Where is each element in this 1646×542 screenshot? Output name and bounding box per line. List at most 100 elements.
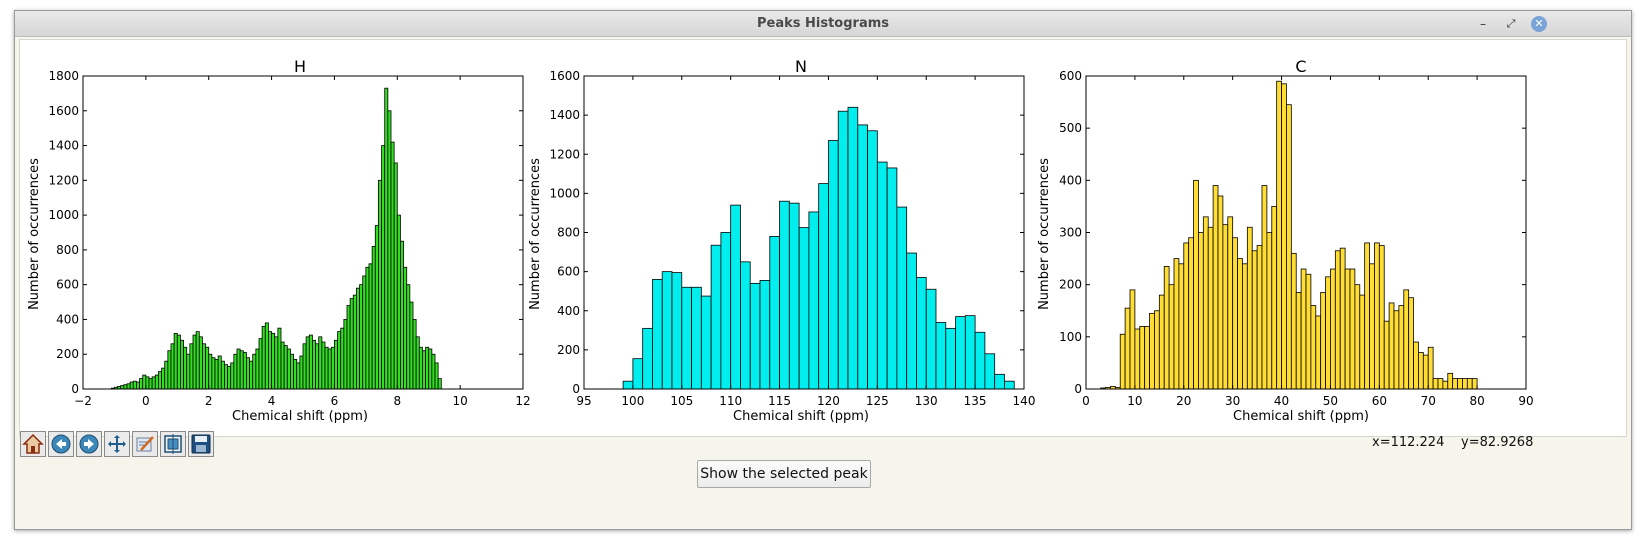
x-tick-label: 8 bbox=[393, 394, 401, 408]
y-tick-label: 1400 bbox=[549, 108, 580, 122]
histogram-bar bbox=[359, 284, 364, 390]
histogram-bar bbox=[390, 141, 395, 390]
histogram-bar bbox=[1202, 216, 1209, 390]
histogram-bar bbox=[1305, 273, 1312, 390]
histogram-bar bbox=[264, 322, 269, 390]
close-icon[interactable]: ✕ bbox=[1531, 16, 1547, 32]
histogram-bar bbox=[205, 346, 210, 390]
histogram-bar bbox=[214, 359, 219, 390]
histogram-bar bbox=[955, 316, 966, 390]
histogram-bar bbox=[1129, 289, 1136, 390]
y-tick-label: 0 bbox=[1074, 382, 1082, 396]
histogram-bar bbox=[274, 336, 279, 390]
x-tick-label: 0 bbox=[1082, 394, 1090, 408]
histogram-bar bbox=[296, 362, 301, 390]
histogram-bar bbox=[164, 360, 169, 390]
plot-frame bbox=[82, 75, 524, 390]
histogram-bar bbox=[437, 378, 442, 390]
chart-h: H Chemical shift (ppm) Number of occurre… bbox=[27, 57, 531, 424]
histogram-bar bbox=[935, 322, 947, 390]
subplots-icon bbox=[164, 434, 182, 454]
y-tick-label: 400 bbox=[56, 312, 79, 326]
histogram-bar bbox=[202, 343, 206, 390]
y-tick-label: 600 bbox=[56, 278, 79, 292]
histogram-bar bbox=[356, 287, 360, 390]
histogram-bar bbox=[290, 353, 294, 390]
histogram-bar bbox=[1256, 245, 1263, 390]
histogram-bar bbox=[173, 332, 178, 390]
zoom-button[interactable] bbox=[132, 431, 158, 457]
histogram-bar bbox=[847, 106, 859, 390]
histogram-bar bbox=[974, 331, 986, 390]
histogram-bar bbox=[1173, 258, 1180, 390]
histogram-bar bbox=[176, 334, 181, 390]
histogram-bar bbox=[1447, 372, 1454, 390]
histogram-bar bbox=[1246, 226, 1253, 390]
histogram-bar bbox=[286, 348, 291, 390]
histogram-bar bbox=[403, 266, 408, 390]
histogram-bar bbox=[1344, 268, 1351, 390]
histogram-bar bbox=[1359, 294, 1366, 390]
subplots-button[interactable] bbox=[160, 431, 186, 457]
y-tick-label: 500 bbox=[1059, 121, 1082, 135]
histogram-bar bbox=[1471, 378, 1478, 390]
x-tick-label: 105 bbox=[670, 394, 693, 408]
histogram-bar bbox=[1378, 245, 1385, 390]
x-tick-label: 4 bbox=[268, 394, 276, 408]
window-title: Peaks Histograms bbox=[756, 16, 890, 31]
histogram-bar bbox=[299, 355, 304, 390]
histogram-bar bbox=[374, 225, 379, 390]
histogram-bar bbox=[277, 327, 282, 390]
title-bar: Peaks Histograms – ⤢ ✕ bbox=[15, 11, 1631, 37]
chart-n: N Chemical shift (ppm) Number of occurre… bbox=[528, 57, 1035, 424]
histogram-bar bbox=[418, 346, 423, 390]
y-tick-label: 1200 bbox=[549, 147, 580, 161]
minimize-icon[interactable]: – bbox=[1480, 17, 1486, 31]
plot-area[interactable] bbox=[83, 76, 523, 389]
histogram-bar bbox=[384, 87, 389, 390]
histogram-bar bbox=[318, 336, 323, 390]
histogram-bar bbox=[1149, 312, 1155, 390]
histogram-bar bbox=[1354, 284, 1361, 390]
histogram-bar bbox=[1212, 185, 1219, 390]
histogram-bar bbox=[710, 244, 722, 390]
y-tick-label: 600 bbox=[557, 265, 580, 279]
histogram-bar bbox=[258, 338, 263, 390]
x-tick-label: 2 bbox=[205, 394, 213, 408]
histogram-figure[interactable]: H Chemical shift (ppm) Number of occurre… bbox=[20, 40, 1626, 436]
histogram-bar bbox=[211, 357, 216, 390]
back-button[interactable] bbox=[48, 431, 74, 457]
histogram-bar bbox=[632, 358, 644, 390]
move-icon bbox=[108, 435, 126, 453]
histogram-bar bbox=[1188, 237, 1194, 390]
histogram-bar bbox=[1004, 380, 1015, 390]
histogram-bar bbox=[1442, 380, 1449, 390]
histogram-bar bbox=[1388, 302, 1395, 390]
histogram-bar bbox=[324, 346, 329, 390]
forward-button[interactable] bbox=[76, 431, 102, 457]
histogram-bar bbox=[189, 343, 194, 390]
x-tick-label: 140 bbox=[1013, 394, 1036, 408]
histogram-bar bbox=[239, 350, 244, 390]
save-button[interactable] bbox=[188, 431, 214, 457]
histogram-bar bbox=[246, 357, 250, 390]
show-selected-peak-button[interactable]: Show the selected peak bbox=[697, 460, 871, 488]
pan-button[interactable] bbox=[104, 431, 130, 457]
histogram-bar bbox=[1364, 242, 1370, 390]
histogram-bar bbox=[1144, 325, 1150, 390]
histogram-bar bbox=[1320, 292, 1326, 390]
figure-canvas[interactable]: H Chemical shift (ppm) Number of occurre… bbox=[19, 39, 1627, 437]
maximize-icon[interactable]: ⤢ bbox=[1506, 17, 1516, 30]
chart-title: C bbox=[1295, 57, 1306, 76]
histogram-bar bbox=[236, 348, 241, 390]
y-tick-label: 600 bbox=[1059, 69, 1082, 83]
histogram-bar bbox=[661, 271, 673, 390]
save-icon bbox=[191, 434, 211, 454]
histogram-bar bbox=[302, 343, 307, 390]
histogram-bar bbox=[393, 162, 398, 390]
histogram-bar bbox=[431, 353, 436, 390]
y-tick-label: 100 bbox=[1059, 330, 1082, 344]
home-button[interactable] bbox=[20, 431, 46, 457]
x-tick-label: 100 bbox=[621, 394, 644, 408]
x-tick-label: 6 bbox=[331, 394, 339, 408]
